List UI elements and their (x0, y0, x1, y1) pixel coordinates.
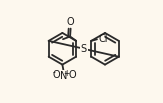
Text: S: S (81, 44, 87, 54)
Text: -: - (52, 68, 55, 77)
Text: N: N (60, 71, 68, 81)
Text: O: O (52, 70, 60, 80)
Text: +: + (64, 69, 70, 78)
Text: O: O (68, 70, 76, 80)
Text: O: O (67, 17, 74, 27)
Text: Cl: Cl (99, 34, 108, 44)
